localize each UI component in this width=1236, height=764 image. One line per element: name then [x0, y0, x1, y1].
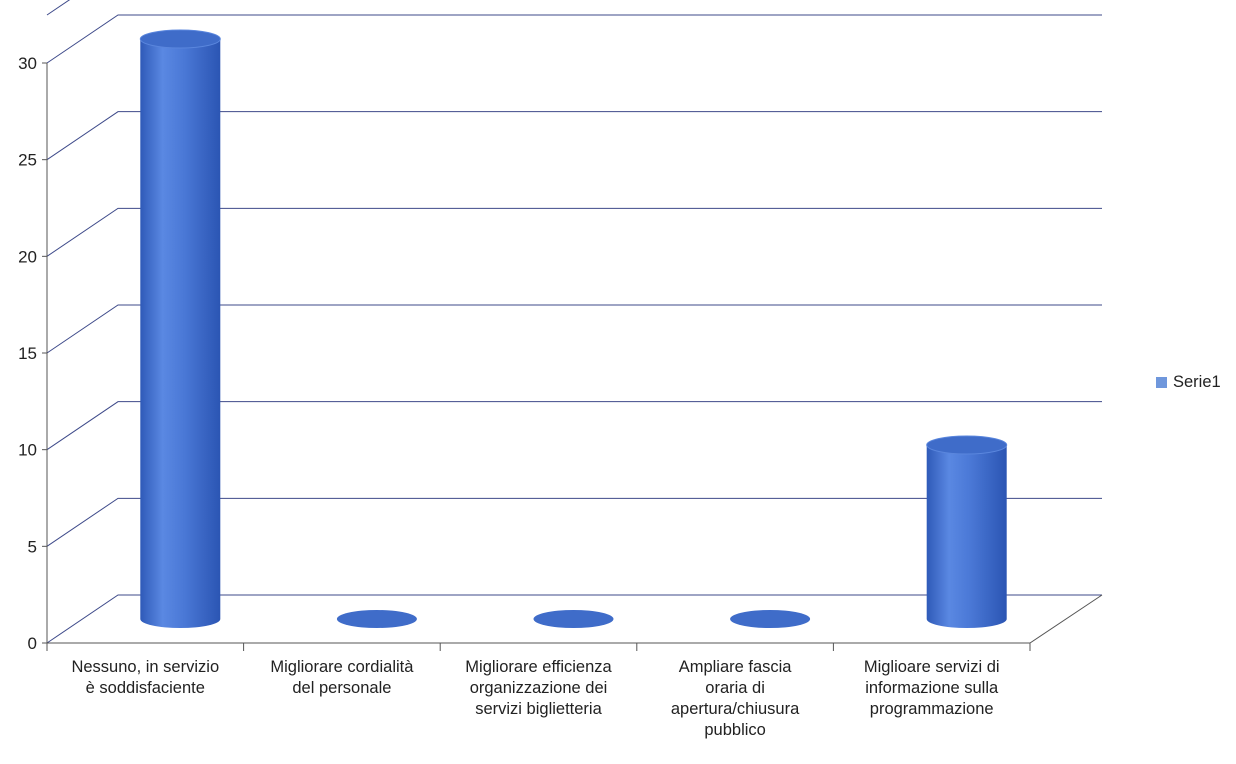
x-tick-label: Nessuno, in servizio è soddisfaciente — [71, 658, 219, 697]
bar — [926, 435, 1008, 628]
labels: 0 5 10 15 20 25 30 Nessuno, in servizio è soddis… — [18, 54, 999, 739]
gridline — [46, 594, 1102, 644]
bar — [730, 610, 811, 628]
bars — [139, 29, 1008, 628]
x-tick-label: Migliorare cordialità del personale — [270, 658, 414, 697]
y-tick-label: 5 — [28, 537, 37, 556]
bar — [336, 610, 417, 628]
gridline — [46, 111, 1102, 161]
gridlines — [46, 0, 1102, 644]
gridline — [46, 401, 1102, 451]
y-tick-label: 30 — [18, 54, 37, 73]
wall-top-edge — [46, 0, 71, 16]
gridline — [46, 14, 1102, 64]
gridline — [46, 207, 1102, 257]
x-tick-label: Migliorare efficienza organizzazione dei s… — [465, 658, 612, 718]
bar — [139, 29, 221, 628]
y-tick-label: 10 — [18, 441, 37, 460]
y-tick-label: 25 — [18, 151, 37, 170]
x-tick-label: Miglioare servizi di informazione sulla pr… — [864, 658, 1000, 718]
legend-label: Serie1 — [1173, 373, 1221, 391]
gridline — [46, 497, 1102, 547]
gridline — [46, 304, 1102, 354]
y-tick-label: 0 — [28, 634, 37, 653]
x-tick-label: Ampliare fascia oraria di apertura/chiusur… — [671, 658, 800, 739]
bar — [533, 610, 614, 628]
legend-swatch — [1156, 377, 1167, 388]
y-tick-label: 15 — [18, 344, 37, 363]
axes — [42, 62, 1103, 651]
legend: Serie1 — [1156, 373, 1221, 392]
y-tick-label: 20 — [18, 247, 37, 266]
